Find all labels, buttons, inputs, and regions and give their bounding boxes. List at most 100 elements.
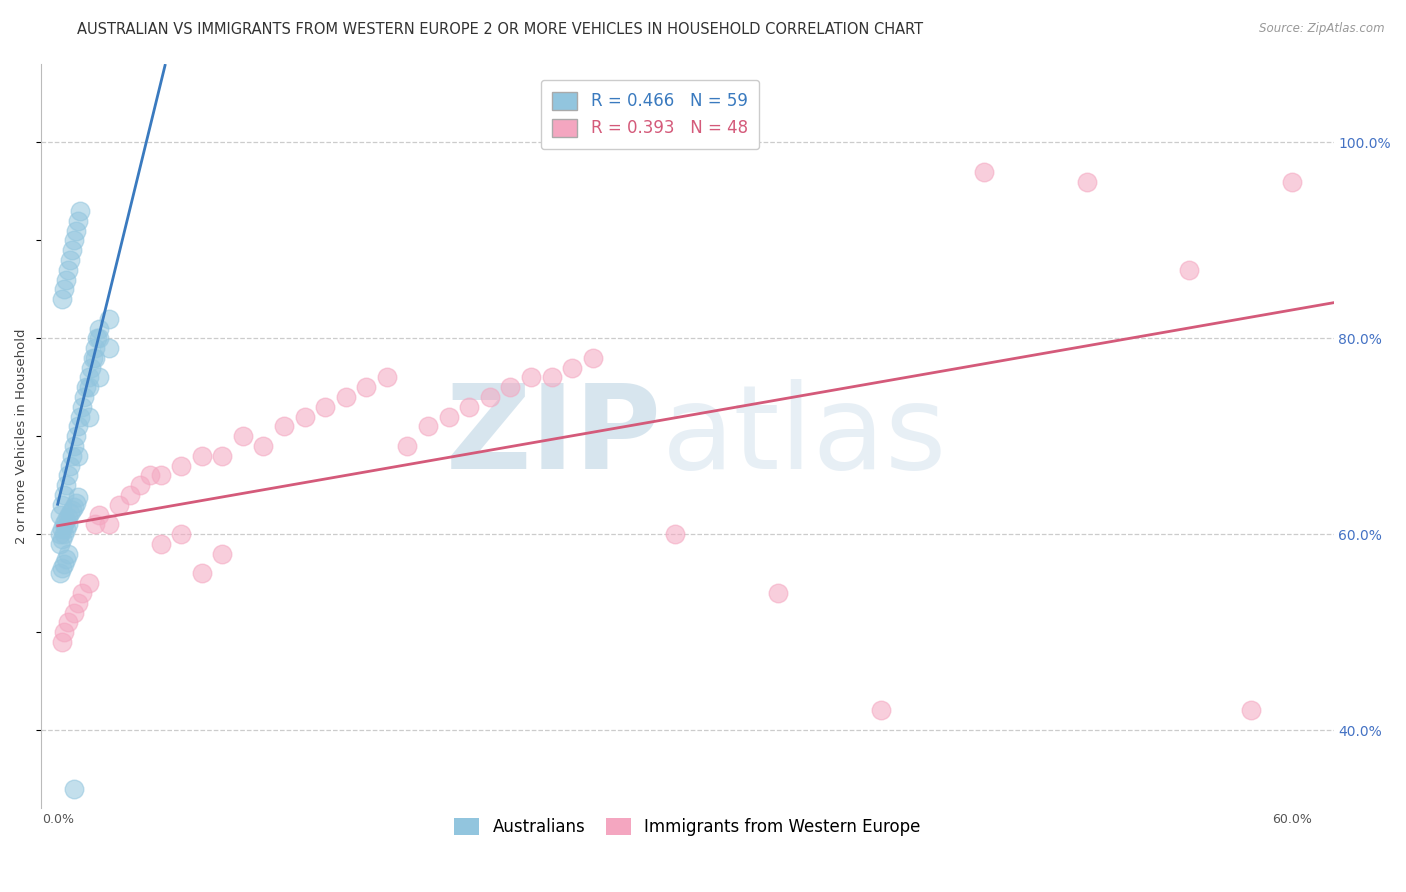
Point (77, 380, 100, 394)
Point (77, 370, 100, 384)
Y-axis label: 2 or more Vehicles in Household: 2 or more Vehicles in Household (15, 328, 28, 544)
Point (314, 400, 336, 414)
Text: Source: ZipAtlas.com: Source: ZipAtlas.com (1260, 22, 1385, 36)
Point (59, 252, 82, 267)
Point (55, 522, 77, 536)
Point (63, 781, 86, 796)
Point (170, 458, 193, 473)
Point (56, 517, 79, 532)
Point (83, 341, 105, 355)
Point (65, 223, 87, 237)
Point (520, 370, 543, 384)
Point (48, 527, 70, 541)
Point (664, 527, 686, 541)
Point (67, 596, 90, 610)
Point (170, 527, 193, 541)
Point (63, 439, 86, 453)
Point (69, 409, 91, 424)
Point (973, 165, 995, 179)
Point (51, 292, 73, 306)
Point (59, 506, 82, 520)
Point (79, 360, 101, 375)
Point (149, 468, 172, 483)
Point (416, 419, 439, 434)
Point (149, 537, 172, 551)
Point (273, 419, 295, 434)
Point (139, 468, 162, 483)
Point (51, 635, 73, 649)
Point (108, 498, 131, 512)
Text: AUSTRALIAN VS IMMIGRANTS FROM WESTERN EUROPE 2 OR MORE VEHICLES IN HOUSEHOLD COR: AUSTRALIAN VS IMMIGRANTS FROM WESTERN EU… (77, 22, 924, 37)
Point (1178, 262, 1201, 277)
Point (77, 409, 100, 424)
Point (65, 496, 87, 510)
Point (83, 517, 105, 532)
Point (60, 243, 83, 257)
Point (82, 351, 104, 365)
Point (375, 370, 398, 384)
Point (1076, 175, 1098, 189)
Point (396, 439, 419, 453)
Text: ZIP: ZIP (446, 379, 661, 494)
Point (87, 508, 110, 522)
Point (48, 566, 70, 581)
Point (118, 488, 141, 502)
Point (252, 439, 274, 453)
Point (1240, 704, 1263, 718)
Point (73, 390, 96, 404)
Point (335, 390, 357, 404)
Point (55, 478, 77, 492)
Point (60, 449, 83, 463)
Point (1281, 175, 1303, 189)
Point (129, 478, 152, 492)
Point (478, 390, 501, 404)
Point (56, 509, 79, 524)
Point (56, 468, 79, 483)
Point (232, 429, 254, 443)
Point (190, 449, 212, 463)
Point (86, 331, 108, 345)
Point (77, 576, 100, 591)
Point (98, 517, 121, 532)
Point (63, 233, 86, 247)
Point (69, 204, 91, 219)
Point (211, 547, 233, 561)
Point (98, 341, 121, 355)
Legend: Australians, Immigrants from Western Europe: Australians, Immigrants from Western Eur… (446, 810, 928, 845)
Point (51, 561, 73, 575)
Point (87, 370, 110, 384)
Point (48, 508, 70, 522)
Point (75, 380, 97, 394)
Point (211, 449, 233, 463)
Point (55, 551, 77, 566)
Point (98, 311, 121, 326)
Point (67, 419, 90, 434)
Point (437, 409, 460, 424)
Point (51, 522, 73, 536)
Point (294, 409, 316, 424)
Point (51, 498, 73, 512)
Point (72, 586, 94, 600)
Point (67, 449, 90, 463)
Point (52, 488, 75, 502)
Text: atlas: atlas (661, 379, 946, 494)
Point (561, 360, 583, 375)
Point (67, 214, 90, 228)
Point (458, 400, 481, 414)
Point (48, 537, 70, 551)
Point (56, 262, 79, 277)
Point (55, 512, 77, 526)
Point (55, 272, 77, 286)
Point (59, 458, 82, 473)
Point (190, 566, 212, 581)
Point (52, 557, 75, 571)
Point (60, 502, 83, 516)
Point (87, 321, 110, 335)
Point (87, 331, 110, 345)
Point (766, 586, 789, 600)
Point (52, 517, 75, 532)
Point (52, 282, 75, 296)
Point (52, 527, 75, 541)
Point (356, 380, 378, 394)
Point (52, 625, 75, 640)
